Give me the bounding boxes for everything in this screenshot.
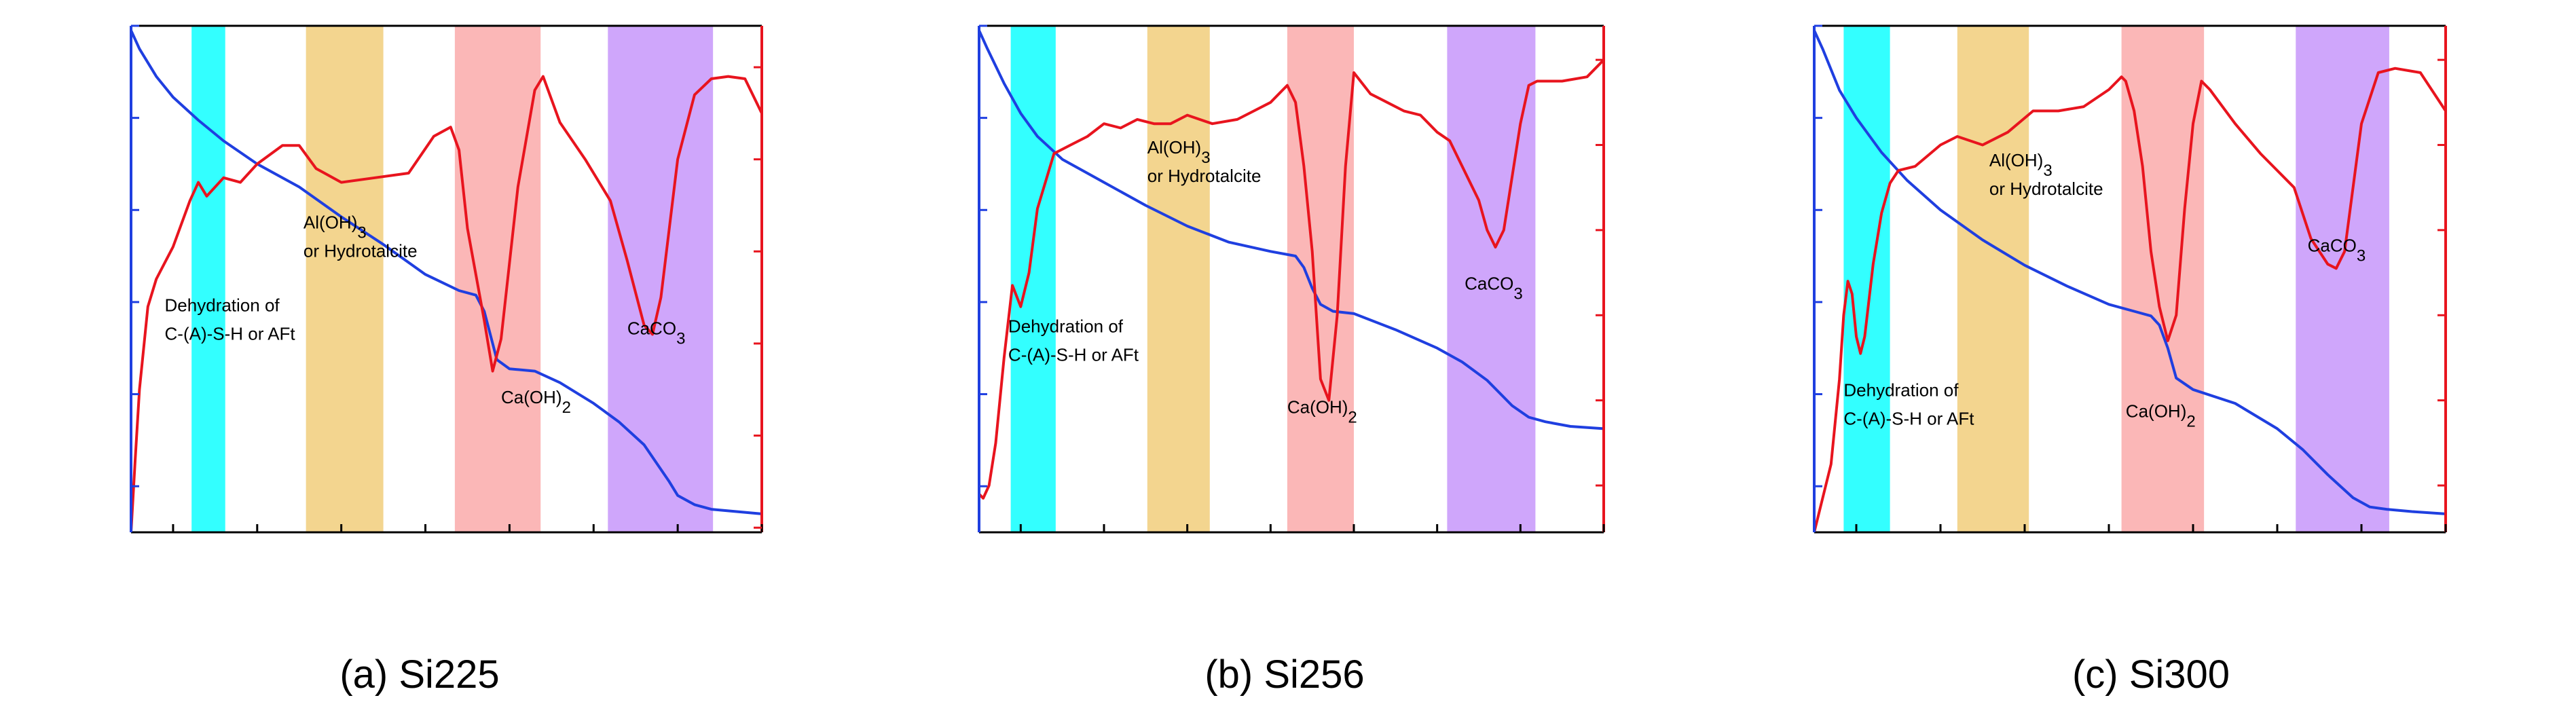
annotation-label: or Hydrotalcite — [1989, 179, 2103, 199]
band-pink-2 — [454, 26, 541, 532]
annotation-label: or Hydrotalcite — [1147, 166, 1262, 186]
annotation-label: Ca(OH)2 — [2126, 401, 2196, 431]
band-pink-2 — [2121, 26, 2205, 532]
annotation-label: Ca(OH)2 — [1287, 397, 1357, 426]
annotation-label: Al(OH)3 — [1989, 150, 2053, 180]
annotation-label: CaCO3 — [627, 318, 686, 348]
band-cyan-0 — [1010, 26, 1056, 532]
annotation-label: Al(OH)3 — [1147, 137, 1211, 167]
band-cyan-0 — [1843, 26, 1890, 532]
annotation-label: Ca(OH)2 — [501, 387, 571, 417]
annotation-label: CaCO3 — [2308, 235, 2366, 265]
band-purple-3 — [2296, 26, 2389, 532]
dtg-line — [130, 75, 763, 533]
band-purple-3 — [1447, 26, 1536, 532]
caption-a: (a) Si225 — [339, 652, 499, 697]
band-pink-2 — [1287, 26, 1354, 532]
annotation-label: C-(A)-S-H or AFt — [1843, 408, 1974, 428]
caption-c: (c) Si300 — [2072, 652, 2230, 697]
band-tan-1 — [306, 26, 384, 532]
dtg-line — [978, 58, 1605, 500]
chart-panel-c: Dehydration of C-(A)-S-H or AFt Al(OH)3or … — [1813, 24, 2447, 534]
band-tan-1 — [1147, 26, 1210, 532]
chart-panel-b: Dehydration of C-(A)-S-H or AFt Al(OH)3or … — [978, 24, 1605, 534]
band-tan-1 — [1957, 26, 2029, 532]
annotation-label: C-(A)-S-H or AFt — [1008, 344, 1139, 365]
annotation-label: Al(OH)3 — [303, 212, 367, 242]
weight-loss-line — [978, 29, 1604, 430]
annotation-label: Dehydration of — [1843, 380, 1959, 400]
annotation-label: Dehydration of — [1008, 316, 1124, 336]
caption-b: (b) Si256 — [1204, 652, 1364, 697]
annotation-label: Dehydration of — [165, 295, 280, 315]
annotation-label: C-(A)-S-H or AFt — [165, 323, 296, 344]
annotation-label: CaCO3 — [1465, 274, 1523, 303]
annotation-label: or Hydrotalcite — [303, 240, 418, 261]
weight-loss-line — [1813, 29, 2446, 515]
band-purple-3 — [608, 26, 714, 532]
chart-panel-a: Dehydration of C-(A)-S-H or AFt Al(OH)3or … — [130, 24, 763, 534]
band-cyan-0 — [191, 26, 225, 532]
dtg-line — [1813, 67, 2447, 533]
weight-loss-line — [130, 29, 762, 515]
